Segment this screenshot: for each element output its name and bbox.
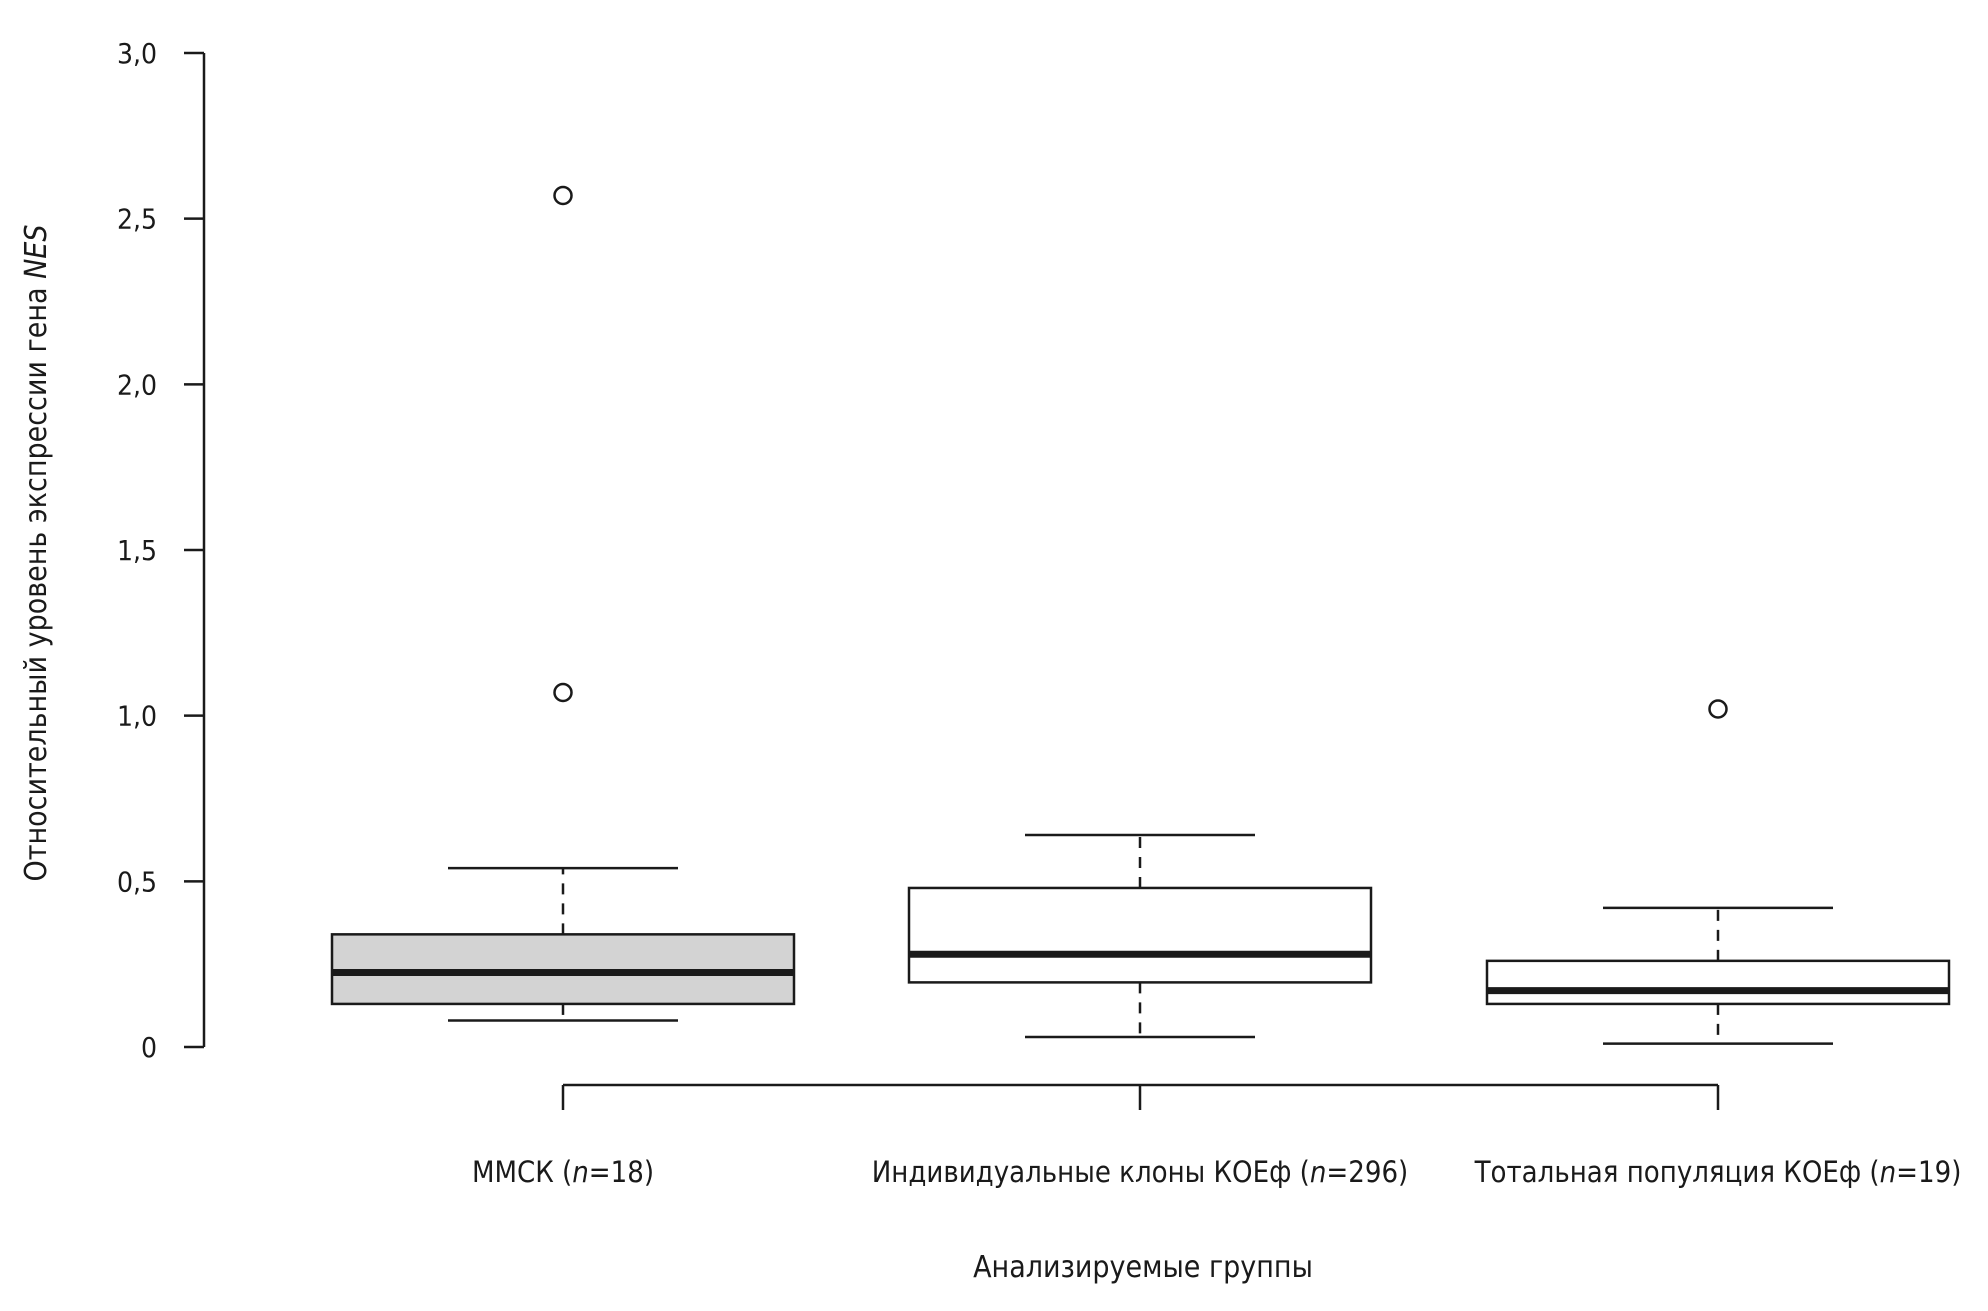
box-group [1485,699,1951,1045]
y-tick-label: 1,5 [117,534,157,567]
y-axis-title: Относительный уровень экспрессии гена NE… [19,225,54,882]
outlier-point [1708,699,1728,719]
x-axis: ММСК (n=18) Индивидуальные клоны КОЕф (n=… [472,1083,1962,1189]
x-category-label: ММСК (n=18) [472,1155,654,1189]
y-tick-label: 2,5 [117,203,157,236]
y-axis-title-prefix: Относительный уровень экспрессии гена [19,279,54,882]
y-tick-label: 2,0 [117,368,157,401]
iqr-box [1485,959,1951,1006]
y-tick-label: 0,5 [117,865,157,898]
iqr-box [907,886,1373,984]
x-axis-title: Анализируемые группы [973,1250,1313,1285]
y-tick-label: 1,0 [117,700,157,733]
box-plot-groups [330,185,1951,1045]
box-group [330,185,796,1022]
x-category-label: Тотальная популяция КОЕф (n=19) [1474,1155,1962,1189]
box-group [907,833,1373,1039]
x-category-label: Индивидуальные клоны КОЕф (n=296) [872,1155,1408,1189]
y-tick-label: 0 [141,1031,157,1064]
y-axis-title-gene: NES [19,225,54,279]
outlier-point [553,185,573,206]
y-axis: 0 0,5 1,0 1,5 2,0 2,5 3,0 [117,37,206,1064]
outlier-point [553,682,573,703]
y-tick-label: 3,0 [117,37,157,70]
